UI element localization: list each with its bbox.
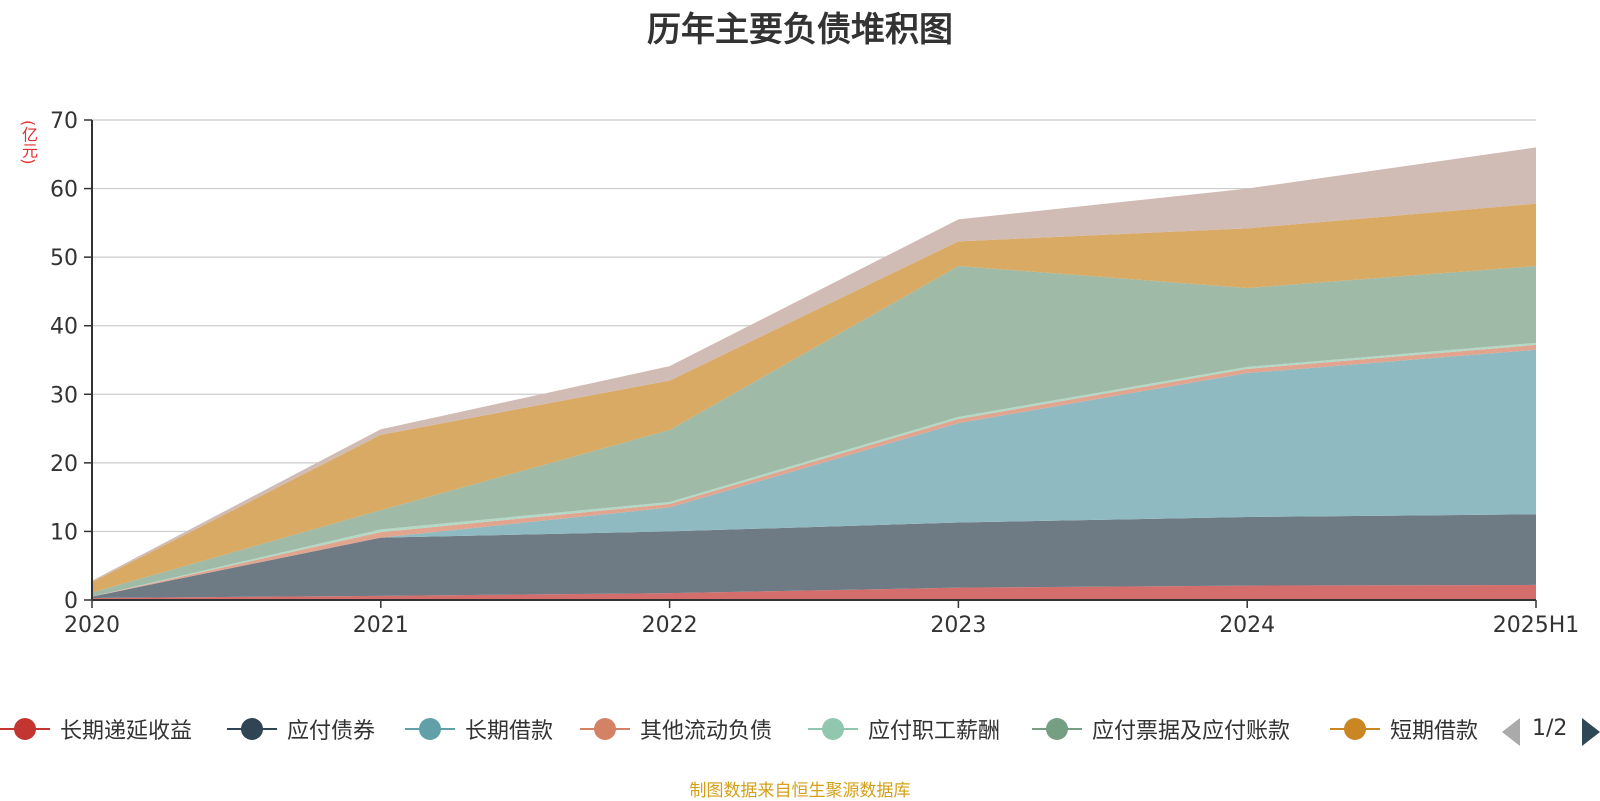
area-series-7[interactable]	[92, 147, 1536, 583]
legend-item[interactable]: 其他流动负债	[580, 714, 772, 744]
legend-next-page-icon[interactable]	[1582, 718, 1600, 746]
x-tick-label: 2022	[642, 613, 698, 638]
legend-marker-icon	[0, 714, 50, 744]
x-tick-label: 2024	[1219, 613, 1275, 638]
legend-marker-icon	[405, 714, 455, 744]
legend-item[interactable]: 应付票据及应付账款	[1032, 714, 1290, 744]
y-axis-unit-label: (亿元)	[19, 120, 38, 165]
y-tick-label: 20	[50, 452, 78, 477]
legend-label: 短期借款	[1390, 719, 1479, 744]
stacked-area-chart: 0 10 20 30 40 50 60 70 2020 2021 2022 2023 2024 2025H…	[50, 109, 1579, 638]
legend-item[interactable]: 短期借款	[1330, 714, 1478, 744]
legend-label: 长期递延收益	[60, 719, 193, 744]
legend-label: 应付票据及应付账款	[1092, 719, 1291, 744]
legend-page-indicator: 1/2	[1532, 716, 1568, 741]
legend: 长期递延收益 应付债券 长期借款 其他流动负债 应付职工薪酬 应付票据及应付账款 短期借款 …	[0, 714, 1600, 754]
legend-label: 应付债券	[287, 719, 376, 744]
legend-marker-icon	[1330, 714, 1380, 744]
y-tick-label: 60	[50, 178, 78, 203]
source-note: 制图数据来自恒生聚源数据库	[689, 781, 911, 801]
legend-item[interactable]: 长期递延收益	[0, 714, 192, 744]
y-tick-label: 30	[50, 383, 78, 408]
legend-prev-page-icon[interactable]	[1502, 718, 1520, 746]
legend-item[interactable]: 应付职工薪酬	[808, 714, 1000, 744]
legend-marker-icon	[1032, 714, 1082, 744]
legend-marker-icon	[808, 714, 858, 744]
y-tick-label: 10	[50, 520, 78, 545]
area-series-2[interactable]	[92, 349, 1536, 597]
y-tick-label: 0	[64, 589, 78, 614]
legend-label: 应付职工薪酬	[868, 719, 1001, 744]
legend-label: 长期借款	[465, 719, 554, 744]
area-series-6[interactable]	[92, 203, 1536, 593]
legend-marker-icon	[227, 714, 277, 744]
area-series-1[interactable]	[92, 514, 1536, 598]
y-tick-label: 40	[50, 315, 78, 340]
y-tick-label: 70	[50, 109, 78, 134]
x-tick-label: 2025H1	[1493, 613, 1580, 638]
axes: 0 10 20 30 40 50 60 70 2020 2021 2022 2023 2024 2025H…	[50, 109, 1579, 638]
legend-item[interactable]: 长期借款	[405, 714, 553, 744]
area-series-0[interactable]	[92, 584, 1536, 600]
x-tick-label: 2021	[353, 613, 409, 638]
y-tick-label: 50	[50, 246, 78, 271]
x-tick-label: 2023	[930, 613, 986, 638]
legend-marker-icon	[580, 714, 630, 744]
legend-item[interactable]: 应付债券	[227, 714, 375, 744]
chart-title: 历年主要负债堆积图	[647, 10, 953, 50]
legend-label: 其他流动负债	[640, 719, 773, 744]
area-series-5[interactable]	[92, 266, 1536, 597]
area-series	[92, 147, 1536, 600]
x-tick-label: 2020	[64, 613, 120, 638]
